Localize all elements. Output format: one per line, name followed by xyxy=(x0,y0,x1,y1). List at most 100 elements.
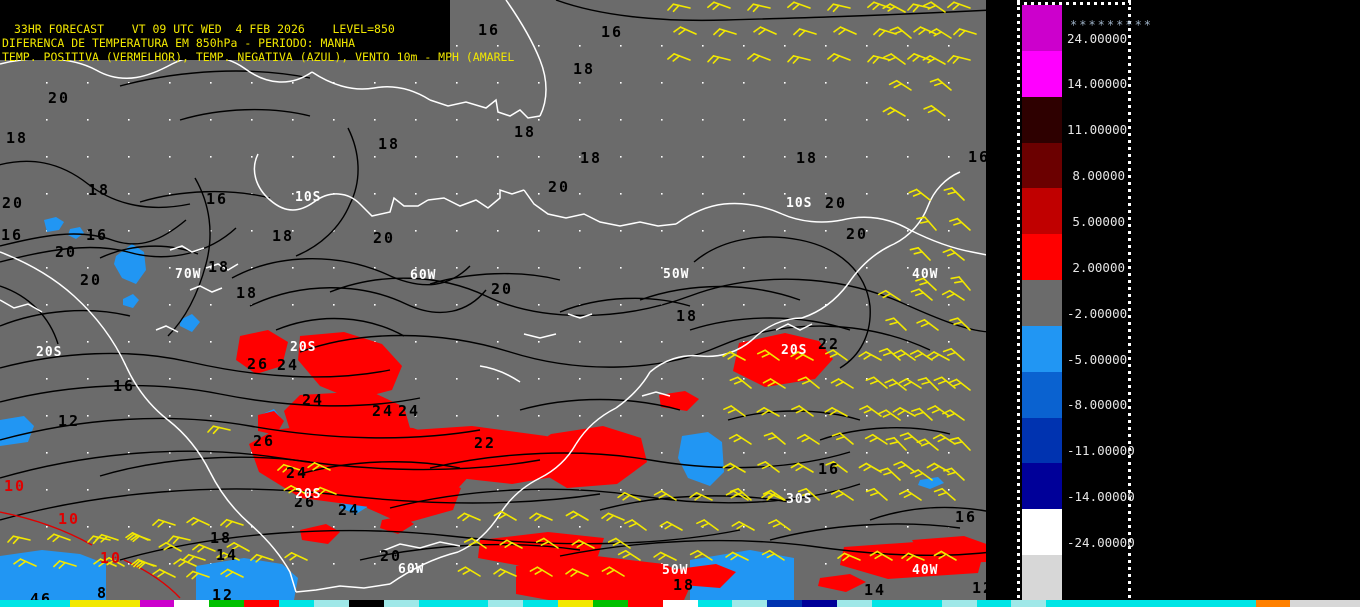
colorbar-tick-label: -24.00000 xyxy=(1067,534,1135,550)
contour-label: 24 xyxy=(398,402,421,420)
contour-label: 18 xyxy=(514,123,537,141)
map-coordinate-label: 40W xyxy=(912,563,939,578)
colorbar-tick-label: -8.00000 xyxy=(1067,397,1128,413)
bottom-strip-segment xyxy=(1150,600,1186,607)
contour-label: 12 xyxy=(972,579,992,597)
bottom-strip-segment xyxy=(1325,600,1360,607)
contour-label: 10 xyxy=(4,477,27,495)
red-contour-layer xyxy=(0,511,181,599)
colorbar-swatch-white[interactable] xyxy=(1022,509,1062,556)
colorbar-swatch-violet-magenta[interactable] xyxy=(1022,5,1062,51)
bottom-strip-segment xyxy=(104,600,140,607)
colorbar-right-dashed-border xyxy=(1128,0,1131,607)
bottom-strip-segment xyxy=(802,600,837,607)
bottom-strip-segment xyxy=(1220,600,1256,607)
contour-label: 12 xyxy=(212,586,235,601)
colorbar-swatches[interactable] xyxy=(1022,5,1062,601)
bottom-strip-segment xyxy=(418,600,454,607)
contour-label: 18 xyxy=(208,258,231,276)
contour-label: 16 xyxy=(601,23,624,41)
bottom-strip-segment xyxy=(906,600,942,607)
bottom-strip-segment xyxy=(1116,600,1151,607)
map-coordinate-label: 20S xyxy=(36,345,63,360)
colorbar-tick-label: -5.00000 xyxy=(1067,351,1128,367)
header-line-description: DIFERENCA DE TEMPERATURA EM 850hPa - PER… xyxy=(2,36,356,50)
contour-label: 20 xyxy=(48,89,71,107)
colorbar-panel: ********* 24.00000 14.00000 11.00000 8.0000… xyxy=(992,0,1360,607)
bottom-strip-segment xyxy=(209,600,245,607)
wind-barb-layer xyxy=(7,1,977,580)
map-coordinate-label: 50W xyxy=(663,267,690,282)
contour-label: 22 xyxy=(474,434,497,452)
colorbar-swatch-deep-red[interactable] xyxy=(1022,188,1062,235)
contour-label: 24 xyxy=(277,356,300,374)
colorbar-swatch-grey-neutral[interactable] xyxy=(1022,280,1062,326)
colorbar-swatch-dark-red[interactable] xyxy=(1022,142,1062,189)
positive-anomaly-layer xyxy=(236,330,992,600)
contour-label: 18 xyxy=(796,149,819,167)
bottom-strip-segment xyxy=(1011,600,1047,607)
colorbar-tick-label: -14.00000 xyxy=(1067,489,1135,505)
colorbar-tick-label: 14.00000 xyxy=(1067,76,1128,92)
bottom-strip-segment xyxy=(662,600,698,607)
bottom-strip-segment xyxy=(1046,600,1082,607)
contour-label: 18 xyxy=(673,576,696,594)
bottom-strip-segment xyxy=(523,600,558,607)
bottom-strip-segment xyxy=(279,600,314,607)
contour-label: 8 xyxy=(97,584,109,601)
colorbar-swatch-deep-blue[interactable] xyxy=(1022,417,1062,464)
contour-label: 18 xyxy=(573,60,596,78)
contour-label: 16 xyxy=(113,377,136,395)
colorbar-tick-label: 24.00000 xyxy=(1067,30,1128,46)
bottom-strip-segment xyxy=(732,600,768,607)
colorbar-swatch-light-blue[interactable] xyxy=(1022,325,1062,372)
colorbar-swatch-light-grey[interactable] xyxy=(1022,555,1062,601)
bottom-strip-segment xyxy=(871,600,907,607)
bottom-strip-segment xyxy=(244,600,279,607)
contour-label: 20 xyxy=(80,271,103,289)
colorbar-tick-label: 2.00000 xyxy=(1072,259,1125,275)
colorbar-swatch-red[interactable] xyxy=(1022,234,1062,281)
bottom-strip-segment xyxy=(697,600,733,607)
bottom-strip-segment xyxy=(1290,600,1326,607)
map-coordinate-label: 60W xyxy=(410,268,437,283)
bottom-strip-segment xyxy=(174,600,210,607)
bottom-strip-segment xyxy=(139,600,175,607)
colorbar-tick-label: -11.00000 xyxy=(1067,443,1135,459)
bottom-strip-segment xyxy=(1255,600,1291,607)
contour-label: 20 xyxy=(825,194,848,212)
contour-label: 10 xyxy=(58,510,81,528)
contour-label: 20 xyxy=(491,280,514,298)
contour-label: 16 xyxy=(478,21,501,39)
colorbar-tick-label: 5.00000 xyxy=(1072,214,1125,229)
contour-label: 24 xyxy=(372,402,395,420)
contour-label: 12 xyxy=(58,412,81,430)
bottom-strip-segment xyxy=(34,600,70,607)
map-coordinate-label: 60W xyxy=(398,562,425,577)
contour-label: 26 xyxy=(253,432,276,450)
colorbar-swatch-magenta[interactable] xyxy=(1022,50,1062,97)
colorbar-overflow-marker: ********* xyxy=(1070,18,1154,32)
bottom-strip-segment xyxy=(0,600,35,607)
contour-label: 18 xyxy=(88,181,111,199)
colorbar-swatch-blue[interactable] xyxy=(1022,371,1062,418)
map-coordinate-label: 20S xyxy=(781,343,808,358)
contour-label: 14 xyxy=(864,581,887,599)
bottom-strip-segment xyxy=(767,600,803,607)
contour-label: 24 xyxy=(338,501,361,519)
map-panel[interactable]: 20 18 20 18 16 20 18 20 20 18 18 16 16 16 18 18 18 18 18 16… xyxy=(0,0,992,600)
contour-label: 20 xyxy=(55,243,78,261)
colorbar-left-dashed-border xyxy=(1017,0,1020,607)
bottom-strip-segment xyxy=(1081,600,1116,607)
map-coordinate-label: 70W xyxy=(175,267,202,282)
bottom-strip-segment xyxy=(313,600,349,607)
colorbar-swatch-navy[interactable] xyxy=(1022,463,1062,510)
contour-label: 18 xyxy=(580,149,603,167)
map-coordinate-label: 10S xyxy=(786,196,813,211)
contour-label: 16 xyxy=(1,226,24,244)
bottom-strip-segment xyxy=(592,600,628,607)
colorbar-swatch-very-dark-red[interactable] xyxy=(1022,96,1062,143)
contour-label: 20 xyxy=(380,547,403,565)
contour-label: 26 xyxy=(294,493,317,511)
bottom-strip-segment xyxy=(348,600,384,607)
